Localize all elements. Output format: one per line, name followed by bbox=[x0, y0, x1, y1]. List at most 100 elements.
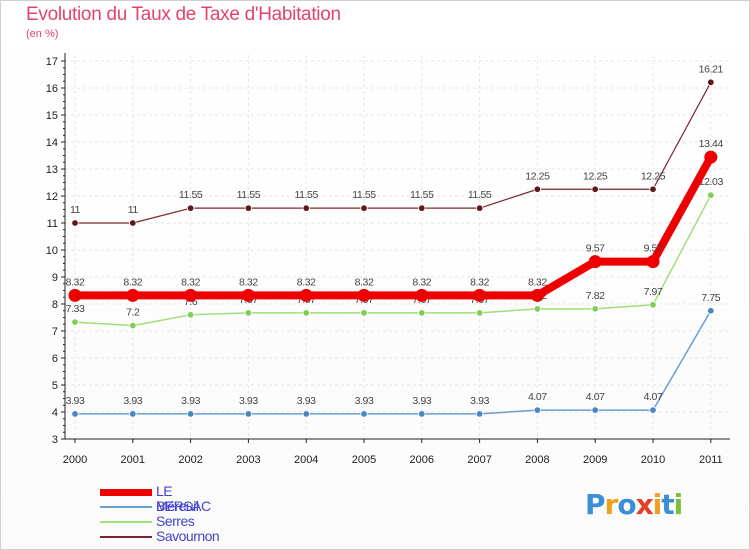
data-label: 3.93 bbox=[181, 395, 200, 407]
series-line bbox=[75, 155, 715, 300]
x-tick-label: 2002 bbox=[178, 454, 202, 466]
x-tick-label: 2011 bbox=[699, 454, 723, 466]
data-label: 3.93 bbox=[123, 395, 142, 407]
data-point bbox=[530, 288, 544, 302]
data-label: 8.32 bbox=[239, 276, 258, 288]
data-label: 9.57 bbox=[586, 243, 605, 255]
data-point bbox=[475, 204, 484, 212]
data-label: 11.55 bbox=[468, 189, 492, 201]
x-tick-label: 2007 bbox=[467, 454, 491, 466]
data-point bbox=[418, 309, 426, 317]
data-point bbox=[591, 406, 599, 414]
data-point bbox=[707, 307, 715, 315]
y-tick-label: 13 bbox=[46, 164, 58, 176]
y-tick-label: 10 bbox=[46, 245, 58, 257]
x-tick-label: 2003 bbox=[236, 454, 260, 466]
data-label: 12.25 bbox=[525, 170, 550, 182]
data-label: 3.93 bbox=[297, 395, 316, 407]
legend-swatch bbox=[100, 521, 152, 523]
data-label: 9.57 bbox=[644, 243, 663, 255]
data-point bbox=[360, 309, 368, 317]
proxiti-logo: Proxiti bbox=[585, 488, 684, 521]
data-point bbox=[649, 185, 657, 193]
data-label: 4.07 bbox=[586, 391, 605, 403]
series-line bbox=[74, 194, 712, 327]
logo-letter: t bbox=[661, 488, 674, 521]
data-point bbox=[71, 318, 79, 326]
series-line bbox=[75, 310, 712, 415]
data-point bbox=[129, 219, 137, 227]
data-point bbox=[184, 288, 198, 302]
data-point bbox=[126, 288, 140, 302]
data-label: 4.07 bbox=[528, 391, 547, 403]
y-tick-label: 17 bbox=[46, 56, 58, 68]
data-point bbox=[129, 410, 137, 418]
legend-label: LE BERSAC bbox=[156, 483, 211, 514]
x-tick-label: 2006 bbox=[410, 454, 434, 466]
data-point bbox=[533, 185, 542, 193]
legend-label: Serres bbox=[156, 513, 195, 529]
data-point bbox=[649, 406, 657, 414]
data-point bbox=[415, 288, 429, 302]
data-point bbox=[244, 410, 253, 418]
data-point bbox=[186, 311, 195, 319]
data-point bbox=[299, 288, 313, 302]
data-label: 11.55 bbox=[237, 189, 261, 201]
data-point bbox=[302, 204, 310, 212]
y-tick-label: 5 bbox=[52, 380, 58, 392]
data-label: 3.93 bbox=[239, 395, 258, 407]
data-point bbox=[475, 309, 484, 317]
data-point bbox=[588, 255, 602, 269]
y-tick-label: 4 bbox=[52, 407, 58, 419]
x-tick-label: 2005 bbox=[352, 454, 376, 466]
data-label: 11 bbox=[70, 204, 81, 216]
data-point bbox=[302, 410, 310, 418]
x-tick-label: 2010 bbox=[641, 454, 665, 466]
y-tick-label: 8 bbox=[52, 299, 58, 311]
data-point bbox=[475, 410, 484, 418]
data-label: 8.32 bbox=[297, 276, 316, 288]
data-label: 8.32 bbox=[412, 276, 431, 288]
data-label: 16.21 bbox=[699, 63, 724, 75]
y-tick-label: 7 bbox=[52, 326, 58, 338]
logo-letter: x bbox=[635, 488, 654, 521]
y-tick-label: 12 bbox=[46, 191, 58, 203]
y-tick-label: 3 bbox=[52, 434, 58, 446]
data-label: 11.55 bbox=[410, 189, 434, 201]
data-point bbox=[71, 410, 79, 418]
chart-title: Evolution du Taux de Taxe d'Habitation bbox=[26, 4, 341, 25]
x-tick-label: 2004 bbox=[294, 454, 318, 466]
data-label: 7.75 bbox=[701, 292, 720, 304]
data-point bbox=[418, 410, 426, 418]
y-tick-label: 9 bbox=[52, 272, 58, 284]
data-label: 8.32 bbox=[181, 276, 200, 288]
legend-swatch bbox=[100, 488, 152, 496]
data-point bbox=[473, 288, 487, 302]
x-tick-label: 2000 bbox=[63, 454, 87, 466]
legend-label: Méreuil bbox=[156, 498, 199, 514]
data-label: 3.93 bbox=[66, 395, 85, 407]
chart-unit-label: (en %) bbox=[26, 28, 59, 40]
data-label: 4.07 bbox=[644, 391, 663, 403]
legend-swatch bbox=[100, 506, 152, 508]
data-label: 12.03 bbox=[699, 176, 724, 188]
logo-letter: i bbox=[673, 488, 684, 521]
data-label: 3.93 bbox=[355, 395, 374, 407]
x-tick-label: 2008 bbox=[525, 454, 549, 466]
data-point bbox=[241, 288, 255, 302]
data-point bbox=[244, 204, 253, 212]
data-label: 3.93 bbox=[412, 395, 431, 407]
data-point bbox=[707, 78, 715, 87]
y-tick-label: 6 bbox=[52, 353, 58, 365]
data-point bbox=[418, 204, 426, 212]
data-point bbox=[707, 191, 715, 199]
y-tick-label: 15 bbox=[46, 110, 58, 122]
x-tick-label: 2009 bbox=[583, 454, 607, 466]
y-tick-label: 14 bbox=[46, 137, 58, 149]
y-tick-label: 16 bbox=[46, 83, 58, 95]
data-point bbox=[129, 321, 137, 330]
series-line bbox=[75, 82, 712, 224]
data-label: 11.55 bbox=[352, 189, 376, 201]
